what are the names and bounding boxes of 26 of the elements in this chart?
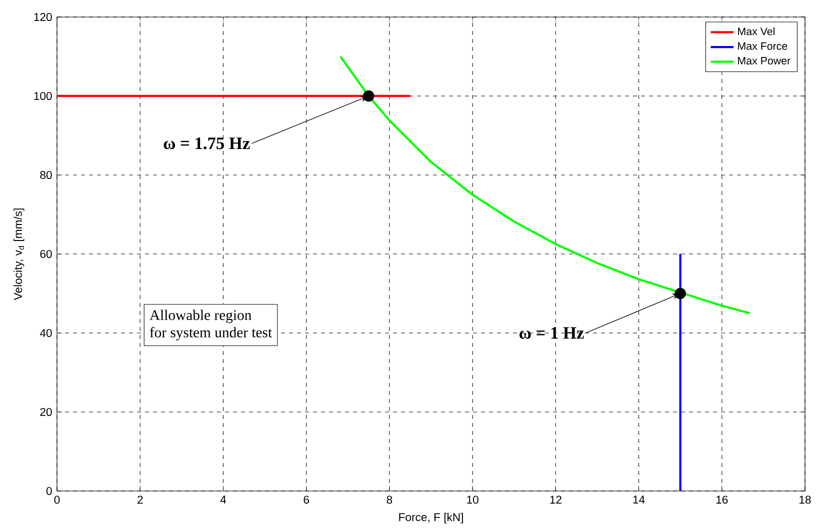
x-tick-label: 16 <box>716 496 728 504</box>
x-axis-title: Force, F [kN] <box>399 512 463 524</box>
y-tick-label: 100 <box>34 92 52 100</box>
legend-label: Max Force <box>738 42 788 50</box>
y-tick-label: 80 <box>40 171 52 180</box>
x-tick-label: 6 <box>304 496 309 504</box>
x-tick-label: 8 <box>386 496 392 504</box>
annotation: ω = 1.75 Hz <box>164 138 250 150</box>
x-tick-label: 10 <box>467 496 478 504</box>
y-tick-label: 0 <box>46 487 52 496</box>
y-tick-label: 60 <box>40 250 52 258</box>
x-tick-label: 14 <box>633 496 645 504</box>
x-tick-label: 4 <box>220 496 226 504</box>
x-tick-label: 18 <box>800 496 811 504</box>
x-tick-label: 2 <box>138 496 143 504</box>
annotation: for system under test <box>150 326 272 340</box>
legend-label: Max Vel <box>738 27 774 36</box>
x-tick-label: 0 <box>54 496 60 504</box>
legend-label: Max Power <box>738 57 790 65</box>
annotation: Allowable region <box>150 310 252 324</box>
annotation: ω = 1 Hz <box>520 327 584 339</box>
y-axis-title: Velocity, v$_{d}$ [mm/s] <box>14 208 24 300</box>
y-tick-label: 120 <box>34 13 52 22</box>
y-tick-label: 20 <box>40 408 52 416</box>
x-tick-label: 12 <box>550 496 562 504</box>
y-tick-label: 40 <box>40 329 52 338</box>
